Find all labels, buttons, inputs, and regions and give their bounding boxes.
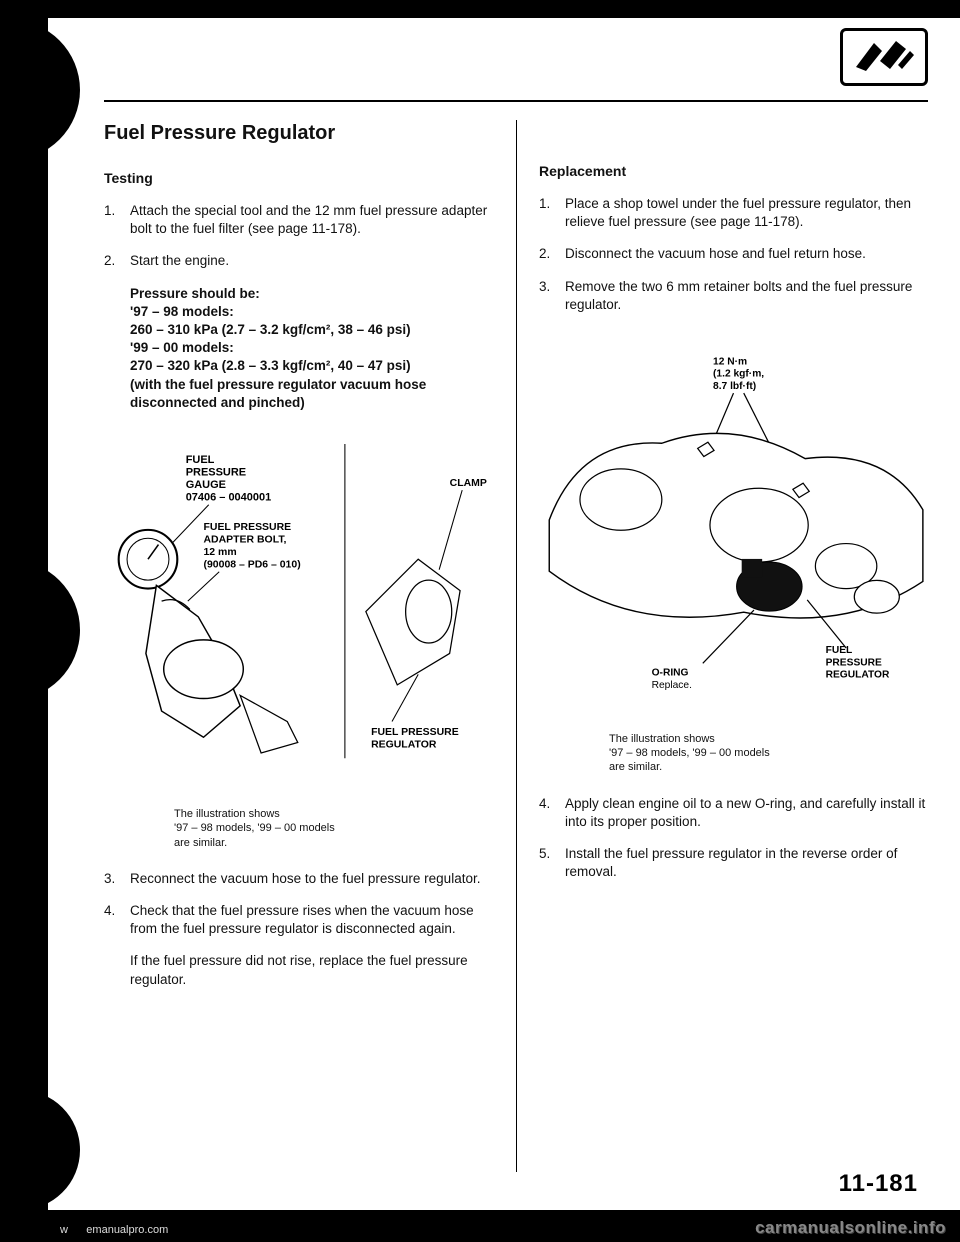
- step-number: 2.: [104, 252, 130, 270]
- replacement-figure: 12 N·m (1.2 kgf·m, 8.7 lbf·ft) O: [539, 346, 928, 715]
- spec-line: '97 – 98 models:: [130, 303, 502, 321]
- svg-text:PRESSURE: PRESSURE: [186, 466, 246, 478]
- svg-text:O-RING: O-RING: [652, 668, 689, 679]
- step-text: Disconnect the vacuum hose and fuel retu…: [565, 245, 928, 263]
- svg-text:12 N·m: 12 N·m: [713, 356, 747, 367]
- step-text: Start the engine.: [130, 252, 502, 270]
- figure-caption: The illustration shows '97 – 98 models, …: [609, 732, 928, 775]
- testing-figure: FUEL PRESSURE GAUGE 07406 – 0040001 FUEL…: [104, 444, 502, 790]
- step-item: 3. Reconnect the vacuum hose to the fuel…: [104, 870, 502, 888]
- figure-caption: The illustration shows '97 – 98 models, …: [174, 807, 502, 850]
- svg-text:ADAPTER BOLT,: ADAPTER BOLT,: [204, 535, 287, 546]
- svg-text:FUEL PRESSURE: FUEL PRESSURE: [371, 727, 459, 738]
- step-number: 4.: [539, 795, 565, 831]
- step-number: 1.: [104, 202, 130, 238]
- spec-line: (with the fuel pressure regulator vacuum…: [130, 376, 502, 412]
- footer-source: www.emanualpro.com: [60, 1224, 168, 1236]
- step-number: 3.: [539, 278, 565, 314]
- step-text: Check that the fuel pressure rises when …: [130, 902, 502, 938]
- spec-line: 270 – 320 kPa (2.8 – 3.3 kgf/cm², 40 – 4…: [130, 357, 502, 375]
- step-item: 1. Place a shop towel under the fuel pre…: [539, 195, 928, 231]
- step-item: 2. Disconnect the vacuum hose and fuel r…: [539, 245, 928, 263]
- binder-tab: [0, 560, 80, 700]
- step-text: Place a shop towel under the fuel pressu…: [565, 195, 928, 231]
- svg-text:12 mm: 12 mm: [204, 547, 237, 558]
- svg-text:FUEL PRESSURE: FUEL PRESSURE: [204, 522, 292, 533]
- step-item: 1. Attach the special tool and the 12 mm…: [104, 202, 502, 238]
- svg-text:PRESSURE: PRESSURE: [826, 657, 882, 668]
- step-item: 3. Remove the two 6 mm retainer bolts an…: [539, 278, 928, 314]
- step-text: Attach the special tool and the 12 mm fu…: [130, 202, 502, 238]
- svg-text:GAUGE: GAUGE: [186, 479, 226, 491]
- svg-text:FUEL: FUEL: [826, 645, 853, 656]
- svg-text:FUEL: FUEL: [186, 454, 215, 466]
- step-number: 5.: [539, 845, 565, 881]
- page-number: 11-181: [839, 1170, 918, 1198]
- svg-text:CLAMP: CLAMP: [450, 478, 487, 489]
- footer-watermark: carmanualsonline.info: [755, 1218, 946, 1238]
- step-number: 2.: [539, 245, 565, 263]
- svg-text:Replace.: Replace.: [652, 680, 692, 691]
- page-title: Fuel Pressure Regulator: [104, 120, 502, 147]
- spec-line: 260 – 310 kPa (2.7 – 3.2 kgf/cm², 38 – 4…: [130, 321, 502, 339]
- svg-text:8.7 lbf·ft): 8.7 lbf·ft): [713, 381, 756, 392]
- step-number: 3.: [104, 870, 130, 888]
- svg-text:REGULATOR: REGULATOR: [826, 670, 890, 681]
- step-text: Remove the two 6 mm retainer bolts and t…: [565, 278, 928, 314]
- step-number: 1.: [539, 195, 565, 231]
- section-heading-replacement: Replacement: [539, 162, 928, 181]
- binder-tab: [0, 20, 80, 160]
- binder-tab: [0, 1090, 80, 1210]
- step-text: Reconnect the vacuum hose to the fuel pr…: [130, 870, 502, 888]
- step-item: 5. Install the fuel pressure regulator i…: [539, 845, 928, 881]
- step-item: 4. Apply clean engine oil to a new O-rin…: [539, 795, 928, 831]
- brand-logo: [840, 28, 928, 86]
- svg-text:(1.2 kgf·m,: (1.2 kgf·m,: [713, 369, 764, 380]
- spec-line: '99 – 00 models:: [130, 339, 502, 357]
- svg-text:REGULATOR: REGULATOR: [371, 740, 437, 751]
- step-item: 4. Check that the fuel pressure rises wh…: [104, 902, 502, 938]
- step-number: 4.: [104, 902, 130, 938]
- svg-text:(90008 – PD6 – 010): (90008 – PD6 – 010): [204, 560, 301, 571]
- step-text: If the fuel pressure did not rise, repla…: [130, 952, 502, 988]
- spec-line: Pressure should be:: [130, 285, 502, 303]
- step-text: Apply clean engine oil to a new O-ring, …: [565, 795, 928, 831]
- step-text: Install the fuel pressure regulator in t…: [565, 845, 928, 881]
- pressure-spec-block: Pressure should be: '97 – 98 models: 260…: [104, 285, 502, 413]
- step-item: 2. Start the engine.: [104, 252, 502, 270]
- section-heading-testing: Testing: [104, 169, 502, 188]
- step-tail: If the fuel pressure did not rise, repla…: [104, 952, 502, 988]
- svg-text:07406 – 0040001: 07406 – 0040001: [186, 492, 272, 504]
